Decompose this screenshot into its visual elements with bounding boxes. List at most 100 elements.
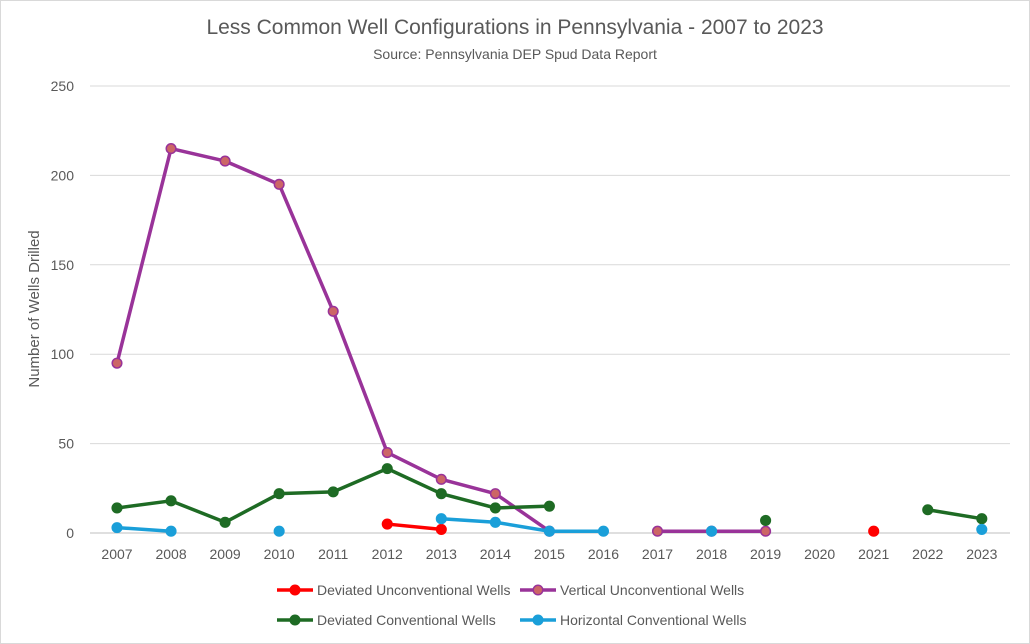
legend-marker xyxy=(532,614,544,626)
data-point xyxy=(165,143,177,155)
legend-item: Vertical Unconventional Wells xyxy=(520,582,744,598)
x-tick-label: 2013 xyxy=(426,546,457,562)
series-line-segment xyxy=(439,516,498,525)
series-lines xyxy=(111,143,988,537)
data-point xyxy=(111,522,123,534)
data-point xyxy=(435,523,447,535)
series-line-segment xyxy=(331,309,389,455)
data-point xyxy=(273,488,285,500)
x-tick-label: 2014 xyxy=(480,546,511,562)
series-vertical-unconventional-wells xyxy=(111,143,772,537)
series-line-segment xyxy=(277,490,335,496)
x-tick-label: 2008 xyxy=(155,546,186,562)
x-tick-label: 2017 xyxy=(642,546,673,562)
data-point xyxy=(651,525,664,537)
series-line-segment xyxy=(385,450,444,482)
series-deviated-conventional-wells xyxy=(111,463,988,528)
series-line-segment xyxy=(223,491,281,525)
data-point xyxy=(706,525,718,537)
data-point xyxy=(922,504,934,516)
x-tick-label: 2016 xyxy=(588,546,619,562)
legend-marker xyxy=(289,614,301,626)
data-point xyxy=(868,525,880,537)
data-point xyxy=(381,518,393,530)
series-line-segment xyxy=(169,146,227,163)
data-point xyxy=(111,357,123,369)
data-point xyxy=(165,525,177,537)
series-line-segment xyxy=(385,522,444,532)
data-point xyxy=(381,463,393,475)
x-tick-label: 2015 xyxy=(534,546,565,562)
data-point xyxy=(760,514,772,527)
data-point xyxy=(435,488,447,500)
legend-item: Deviated Conventional Wells xyxy=(277,612,496,628)
legend-label: Deviated Conventional Wells xyxy=(317,612,496,628)
x-tick-label: 2012 xyxy=(372,546,403,562)
data-point xyxy=(543,500,555,512)
legend-marker xyxy=(289,584,301,596)
data-point xyxy=(435,513,447,525)
x-tick-label: 2022 xyxy=(912,546,943,562)
x-tick-label: 2007 xyxy=(101,546,132,562)
series-line-segment xyxy=(439,491,498,510)
x-tick-label: 2010 xyxy=(264,546,295,562)
y-tick-label: 0 xyxy=(66,525,74,541)
series-line-segment xyxy=(115,146,173,365)
series-horizontal-conventional-wells xyxy=(111,513,988,537)
legend: Deviated Unconventional Wells Vertical Un… xyxy=(277,582,747,628)
data-point xyxy=(976,513,988,525)
series-line-segment xyxy=(277,182,335,314)
series-line-segment xyxy=(223,159,281,187)
data-point xyxy=(543,525,555,537)
x-tick-label: 2018 xyxy=(696,546,727,562)
data-point xyxy=(381,446,393,459)
data-point xyxy=(273,178,285,190)
y-tick-label: 150 xyxy=(51,257,75,273)
data-point xyxy=(219,155,231,167)
data-point xyxy=(111,502,123,514)
y-tick-label: 100 xyxy=(51,346,75,362)
legend-label: Deviated Unconventional Wells xyxy=(317,582,511,598)
data-point xyxy=(597,525,610,537)
x-tick-label: 2023 xyxy=(966,546,997,562)
series-line-segment xyxy=(493,520,552,533)
y-axis-label: Number of Wells Drilled xyxy=(26,230,43,387)
data-point xyxy=(165,495,177,507)
legend-label: Horizontal Conventional Wells xyxy=(560,612,747,628)
series-line-segment xyxy=(331,466,389,494)
legend-item: Horizontal Conventional Wells xyxy=(520,612,747,628)
x-tick-label: 2011 xyxy=(318,546,348,562)
series-line-segment xyxy=(115,499,173,510)
legend-item: Deviated Unconventional Wells xyxy=(277,582,511,598)
series-line-segment xyxy=(439,477,498,496)
y-tick-label: 200 xyxy=(51,167,75,183)
x-tick-label: 2019 xyxy=(750,546,781,562)
data-point xyxy=(327,486,339,498)
y-tick-label: 50 xyxy=(58,436,74,452)
data-point xyxy=(327,305,339,317)
x-tick-label: 2021 xyxy=(858,546,889,562)
x-tick-label: 2009 xyxy=(210,546,241,562)
series-line-segment xyxy=(493,504,552,510)
chart-title: Less Common Well Configurations in Penns… xyxy=(206,16,824,39)
x-tick-label: 2020 xyxy=(804,546,835,562)
y-tick-label: 250 xyxy=(51,78,75,94)
data-point xyxy=(489,516,501,528)
series-line-segment xyxy=(926,508,984,521)
x-axis: 2007 2008 2009 2010 2011 2012 2013 2014 2015 2016… xyxy=(101,546,997,562)
data-point xyxy=(273,525,285,537)
legend-marker xyxy=(532,584,544,596)
y-axis: 0 50 100 150 200 250 xyxy=(51,78,75,541)
legend-label: Vertical Unconventional Wells xyxy=(560,582,744,598)
data-point xyxy=(435,473,447,485)
gridlines xyxy=(90,85,1010,534)
data-point xyxy=(976,523,988,535)
series-line-segment xyxy=(493,491,552,533)
series-deviated-unconventional-wells xyxy=(381,518,880,537)
series-line-segment xyxy=(115,525,173,533)
series-line-segment xyxy=(169,499,227,525)
data-point xyxy=(489,502,501,514)
series-line-segment xyxy=(385,466,444,496)
chart-subtitle: Source: Pennsylvania DEP Spud Data Repor… xyxy=(373,46,657,62)
